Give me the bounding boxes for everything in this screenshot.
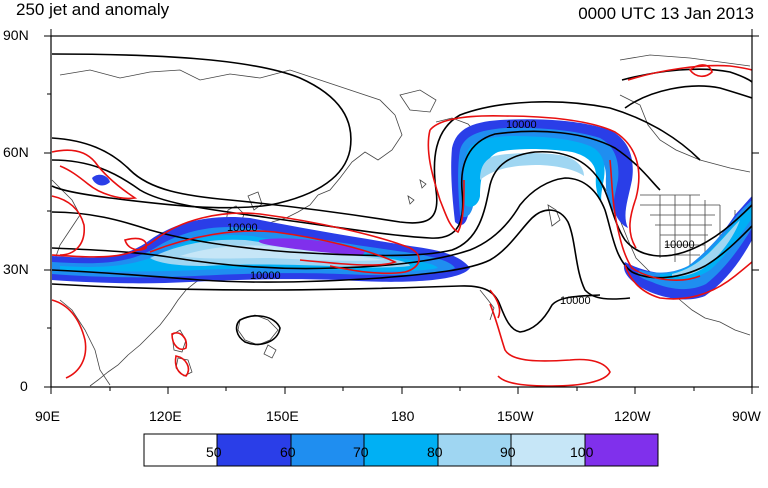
contour-label-3: 10000: [250, 270, 281, 282]
lat-label-90n: 90N: [3, 27, 29, 43]
lon-label-120e: 120E: [149, 408, 182, 424]
lon-label-120w: 120W: [614, 408, 651, 424]
lat-label-30n: 30N: [3, 261, 29, 277]
lat-ticks: [44, 35, 759, 388]
contour-labels: 10000 10000 10000 10000 10000: [227, 119, 695, 307]
lat-label-60n: 60N: [3, 144, 29, 160]
colorbar-label-100: 100: [570, 444, 594, 460]
colorbar-label-80: 80: [427, 444, 443, 460]
lat-label-0: 0: [20, 378, 28, 394]
valid-time: 0000 UTC 13 Jan 2013: [578, 4, 754, 23]
colorbar-box-5: [510, 433, 586, 467]
colorbar-box-0: [143, 433, 218, 467]
colorbar-label-90: 90: [500, 444, 516, 460]
colorbar-label-60: 60: [280, 444, 296, 460]
lon-label-180: 180: [391, 408, 415, 424]
lon-label-90e: 90E: [35, 408, 60, 424]
lon-ticks: [50, 29, 753, 394]
map-border: [50, 35, 753, 388]
colorbar-label-50: 50: [206, 444, 222, 460]
contour-label-5: 10000: [560, 295, 591, 307]
coastlines: [51, 54, 751, 387]
lon-label-150w: 150W: [497, 408, 534, 424]
contour-label-4: 10000: [664, 239, 695, 251]
contour-label-2: 10000: [227, 222, 258, 234]
lon-label-150e: 150E: [266, 408, 299, 424]
colorbar-box-1: [216, 433, 292, 467]
colorbar-label-70: 70: [353, 444, 369, 460]
colorbar-box-2: [290, 433, 365, 467]
lon-label-90w: 90W: [732, 408, 761, 424]
colorbar-box-6: [584, 433, 659, 467]
colorbar: [143, 433, 659, 467]
colorbar-box-4: [437, 433, 512, 467]
colorbar-box-3: [363, 433, 439, 467]
anomaly-contours: [51, 64, 752, 387]
plot-title: 250 jet and anomaly: [16, 0, 170, 19]
contour-label-1: 10000: [506, 119, 537, 131]
